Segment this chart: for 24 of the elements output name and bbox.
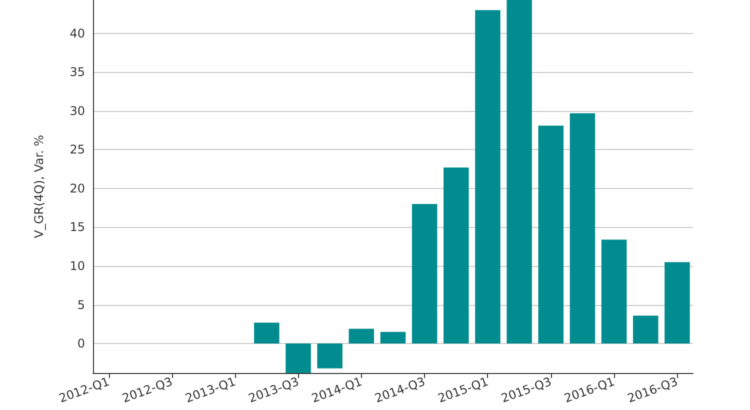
y-tick-label: 15 (70, 220, 85, 234)
y-tick-label: 40 (70, 26, 85, 40)
bar (570, 113, 596, 344)
y-tick-label: 20 (70, 181, 85, 196)
bar (286, 344, 311, 373)
bar (254, 322, 280, 344)
y-axis-title: V_GR(4Q), Var. % (32, 134, 46, 238)
bar (380, 332, 406, 344)
bar (506, 0, 532, 344)
y-tick-label: 30 (70, 104, 85, 118)
bar (412, 204, 438, 344)
bar (633, 316, 658, 344)
y-tick-label: 0 (77, 336, 85, 351)
y-tick-label: 35 (70, 65, 85, 80)
y-tick-label: 5 (77, 298, 85, 312)
y-tick-label: 25 (70, 142, 85, 157)
bar (538, 126, 564, 344)
bar (601, 240, 627, 344)
bar (348, 328, 374, 344)
bar (317, 344, 342, 368)
bar (664, 262, 690, 344)
bar (444, 168, 469, 344)
y-tick-label: 10 (70, 258, 85, 273)
bar (475, 10, 500, 344)
